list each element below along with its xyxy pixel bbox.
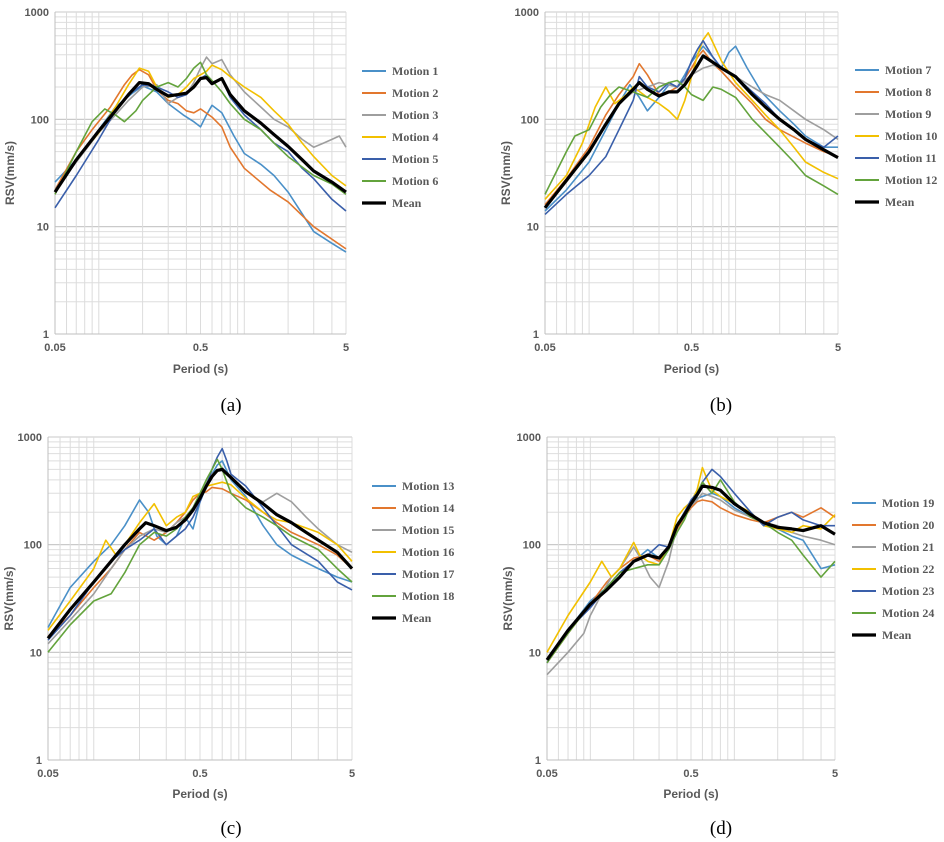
legend-label: Motion 14 <box>402 501 454 515</box>
legend-label: Mean <box>882 628 912 642</box>
mean-line <box>543 54 839 209</box>
legend: Motion 13 Motion 14 Motion 15 Motion 16 Moti… <box>372 479 454 625</box>
panel-caption: (b) <box>710 395 732 416</box>
x-tick-label: 0.5 <box>192 768 207 780</box>
legend-label: Motion 19 <box>882 496 934 510</box>
legend-label: Motion 6 <box>392 174 438 188</box>
panel-caption: (c) <box>220 818 241 839</box>
chart-panel-b: 1 10 100 1000 0.05 0.5 5 Period (s) RSV(mm/s) Mot… <box>499 7 937 416</box>
series-line <box>47 481 353 631</box>
chart-panel-a: 1 10 100 1000 0.05 0.5 5 Period (s) RSV(mm/s) Mot… <box>3 7 438 416</box>
y-tick-label: 10 <box>529 647 541 659</box>
y-tick-label: 1 <box>533 329 539 341</box>
legend: Motion 7 Motion 8 Motion 9 Motion 10 Motion … <box>855 63 937 209</box>
legend-label: Motion 11 <box>885 151 937 165</box>
y-tick-label: 1000 <box>517 432 541 444</box>
y-tick-label: 1 <box>535 755 541 767</box>
legend-label: Motion 16 <box>402 545 454 559</box>
series-line <box>54 61 347 196</box>
legend-label: Motion 20 <box>882 518 934 532</box>
y-tick-label: 1000 <box>18 432 42 444</box>
y-tick-label: 1000 <box>515 7 539 19</box>
series-line <box>544 49 839 206</box>
series-line <box>54 68 347 250</box>
legend-label: Motion 5 <box>392 152 438 166</box>
y-tick-label: 1 <box>36 755 42 767</box>
legend: Motion 1 Motion 2 Motion 3 Motion 4 Motion 5… <box>362 64 438 210</box>
x-tick-label: 0.05 <box>44 342 65 354</box>
y-tick-label: 100 <box>523 540 541 552</box>
mean-line <box>545 484 836 661</box>
legend-label: Mean <box>402 611 432 625</box>
x-tick-label: 0.05 <box>534 342 555 354</box>
y-tick-label: 10 <box>37 222 49 234</box>
legend-label: Motion 4 <box>392 130 438 144</box>
series-line <box>54 56 347 191</box>
y-tick-label: 100 <box>521 114 539 126</box>
legend-label: Mean <box>885 195 915 209</box>
legend-label: Motion 17 <box>402 567 454 581</box>
y-tick-label: 1000 <box>25 7 49 19</box>
legend-label: Motion 12 <box>885 173 937 187</box>
y-tick-label: 10 <box>30 647 42 659</box>
x-axis-title: Period (s) <box>664 362 719 376</box>
x-tick-label: 0.5 <box>684 342 699 354</box>
legend-label: Motion 10 <box>885 129 937 143</box>
x-tick-label: 5 <box>835 342 841 354</box>
legend-label: Motion 7 <box>885 63 931 77</box>
legend: Motion 19 Motion 20 Motion 21 Motion 22 Moti… <box>852 496 934 642</box>
legend-label: Motion 9 <box>885 107 931 121</box>
panel-caption: (a) <box>220 395 241 416</box>
legend-label: Motion 3 <box>392 108 438 122</box>
legend-label: Motion 23 <box>882 584 934 598</box>
legend-label: Motion 13 <box>402 479 454 493</box>
x-axis-title: Period (s) <box>172 787 227 801</box>
legend-label: Motion 2 <box>392 86 438 100</box>
x-tick-label: 5 <box>343 342 349 354</box>
y-axis-title: RSV(mm/s) <box>501 566 515 630</box>
legend-label: Motion 8 <box>885 85 931 99</box>
legend-label: Motion 24 <box>882 606 934 620</box>
legend-label: Motion 15 <box>402 523 454 537</box>
legend-label: Mean <box>392 196 422 210</box>
x-tick-label: 0.5 <box>683 768 698 780</box>
y-axis-title: RSV(mm/s) <box>3 141 17 205</box>
x-axis-title: Period (s) <box>173 362 228 376</box>
series-line <box>47 458 353 653</box>
x-tick-label: 5 <box>832 768 838 780</box>
legend-label: Motion 22 <box>882 562 934 576</box>
legend-label: Motion 18 <box>402 589 454 603</box>
y-tick-label: 100 <box>24 540 42 552</box>
chart-panel-d: 1 10 100 1000 0.05 0.5 5 Period (s) RSV(mm/s) Mot… <box>501 432 934 839</box>
x-tick-label: 0.05 <box>536 768 557 780</box>
y-tick-label: 1 <box>43 329 49 341</box>
legend-label: Motion 21 <box>882 540 934 554</box>
y-tick-label: 100 <box>31 114 49 126</box>
y-axis-title: RSV(mm/s) <box>499 141 513 205</box>
y-axis-title: RSV(mm/s) <box>2 566 16 630</box>
series-line <box>54 64 347 193</box>
mean-line <box>46 467 354 640</box>
legend-label: Motion 1 <box>392 64 438 78</box>
x-axis-title: Period (s) <box>663 787 718 801</box>
x-tick-label: 5 <box>349 768 355 780</box>
x-tick-label: 0.5 <box>193 342 208 354</box>
series-line <box>544 79 839 196</box>
chart-panel-c: 1 10 100 1000 0.05 0.5 5 Period (s) RSV(mm/s) Mot… <box>2 432 454 839</box>
panel-caption: (d) <box>710 818 732 839</box>
x-tick-label: 0.05 <box>37 768 58 780</box>
y-tick-label: 10 <box>527 222 539 234</box>
mean-line <box>53 76 347 194</box>
